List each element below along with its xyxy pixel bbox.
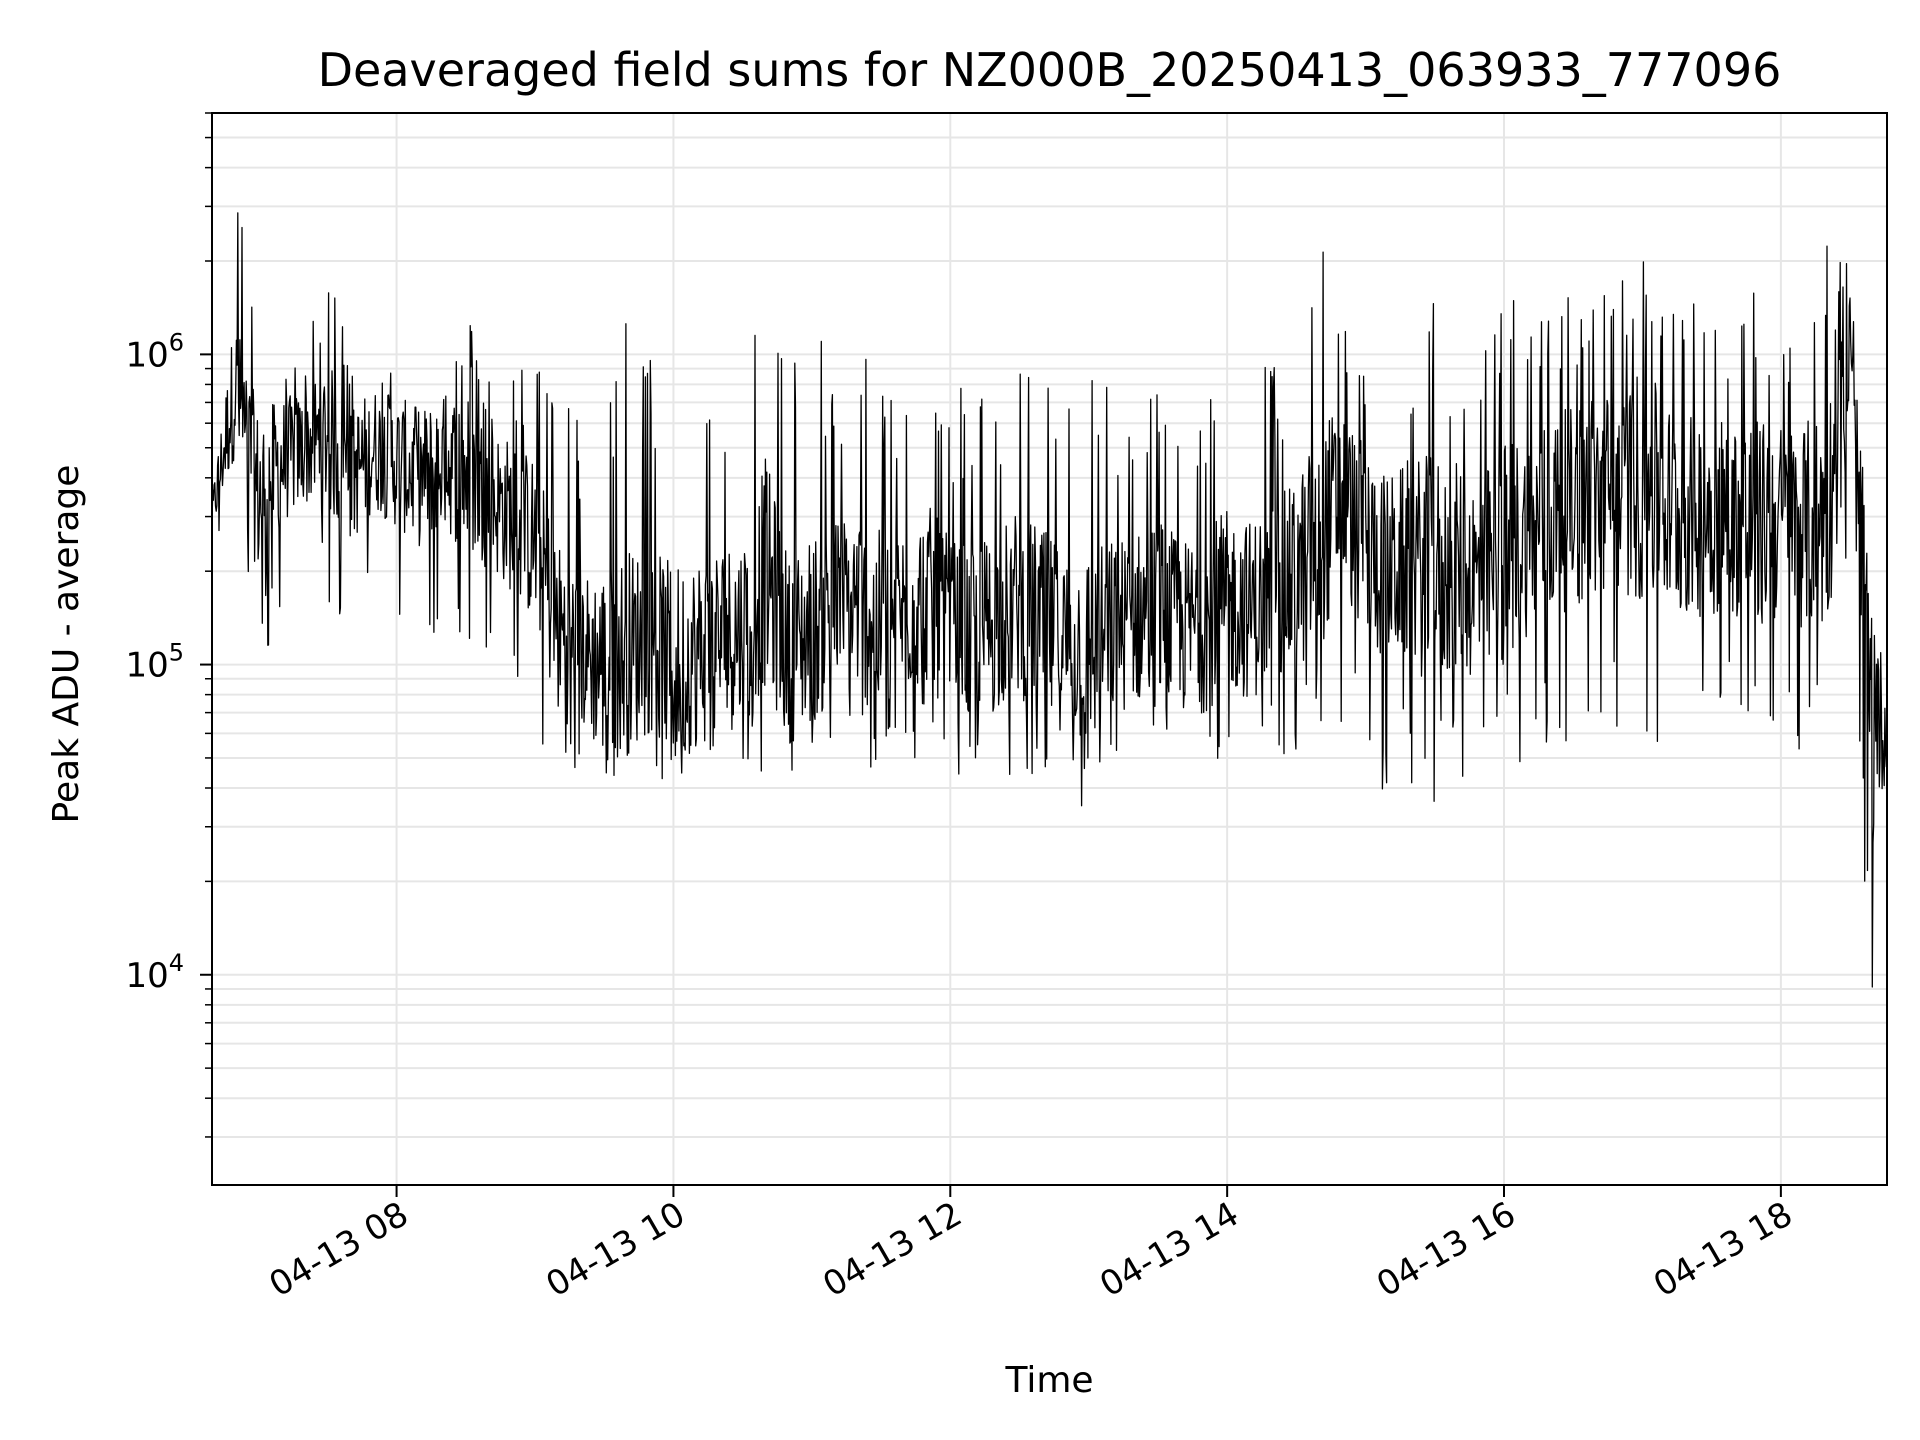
series-layer — [211, 212, 1888, 988]
y-axis-label: Peak ADU - average — [46, 465, 87, 824]
x-axis-label: Time — [1004, 1360, 1093, 1401]
plot-frame — [211, 112, 1888, 1186]
chart-title: Deaveraged field sums for NZ000B_2025041… — [318, 43, 1782, 97]
y-tick-label-base: 10 — [125, 956, 168, 996]
y-tick-label: 105 — [125, 639, 184, 686]
y-tick-label: 106 — [125, 328, 184, 375]
y-tick-label-base: 10 — [125, 335, 168, 375]
y-tick-label-base: 10 — [125, 646, 168, 686]
y-tick-label-exponent: 5 — [169, 639, 184, 667]
series-line — [212, 212, 1887, 988]
y-tick-label-exponent: 4 — [169, 949, 184, 977]
y-tick-label: 104 — [125, 949, 184, 996]
y-tick-label-exponent: 6 — [169, 328, 184, 356]
